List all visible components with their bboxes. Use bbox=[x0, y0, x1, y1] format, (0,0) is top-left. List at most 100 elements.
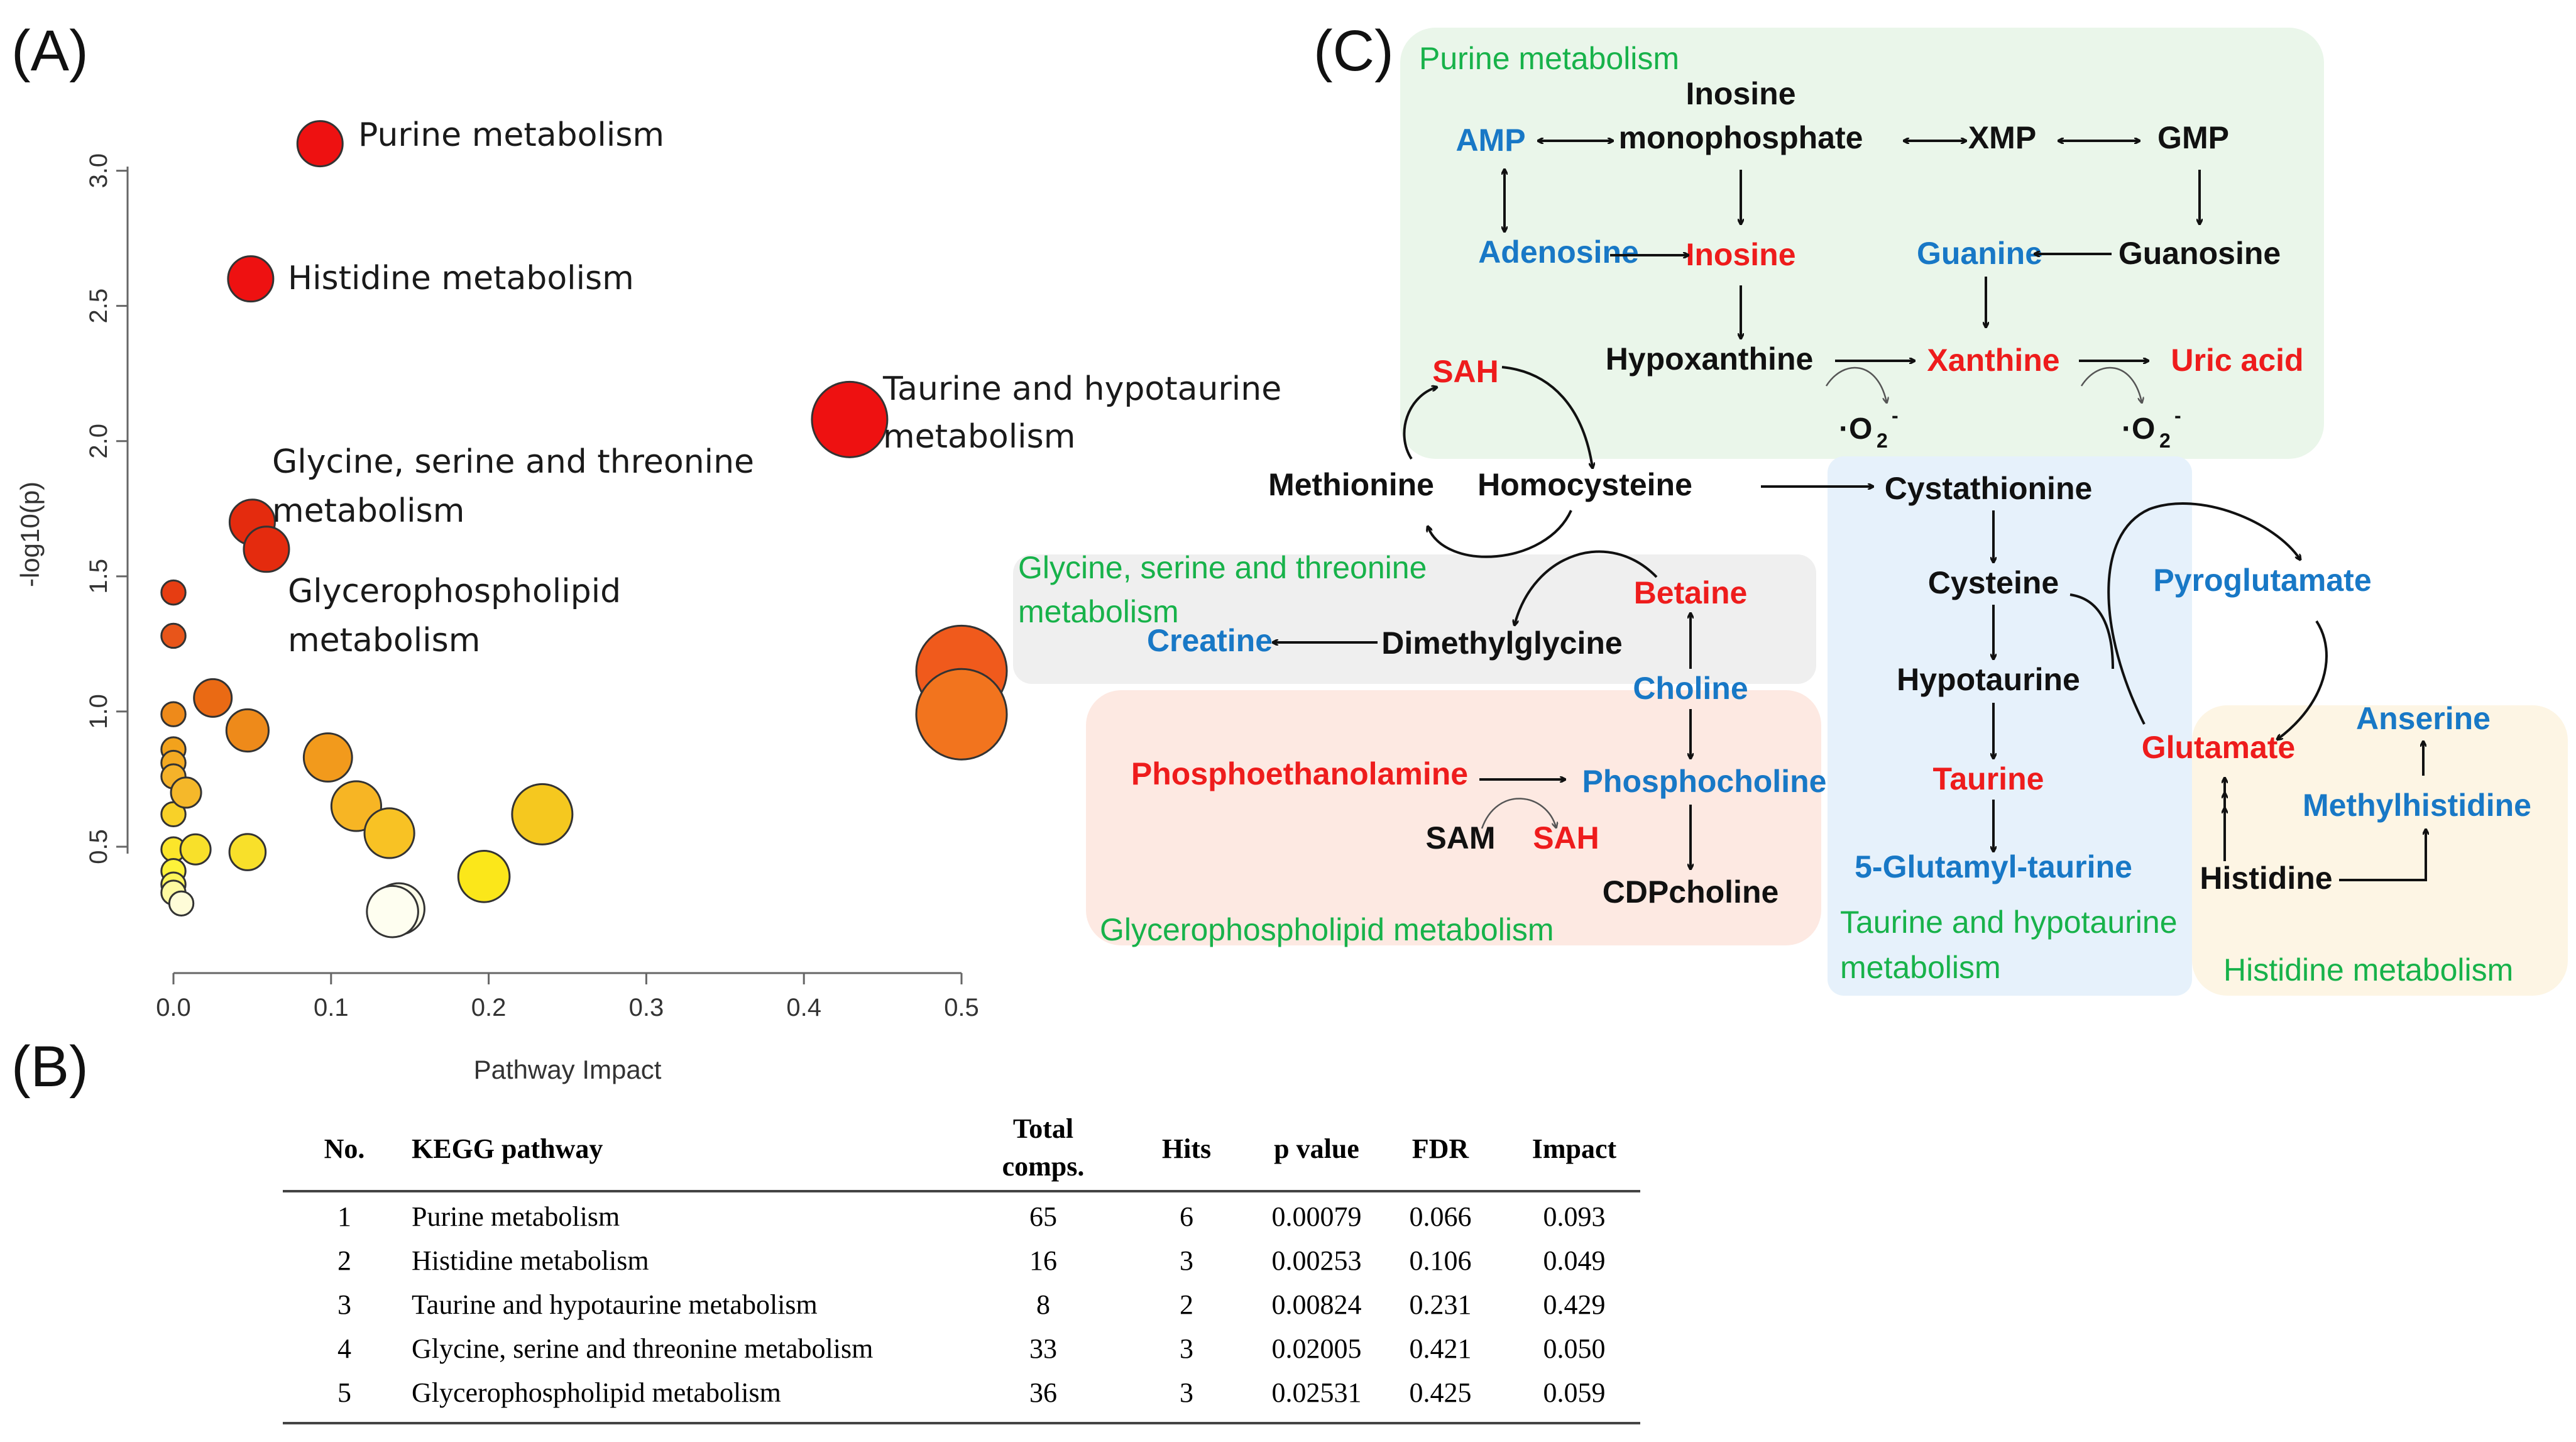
th-no: No. bbox=[324, 1133, 365, 1164]
table-cell: Glycerophospholipid metabolism bbox=[412, 1377, 781, 1408]
table-cell: 0.02531 bbox=[1272, 1377, 1362, 1408]
x-axis-title: Pathway Impact bbox=[474, 1055, 662, 1084]
node-anserine: Anserine bbox=[2356, 701, 2491, 736]
table-cell: 33 bbox=[1029, 1333, 1057, 1364]
node-phosphocholine: Phosphocholine bbox=[1582, 764, 1827, 799]
table-cell: 6 bbox=[1180, 1201, 1193, 1232]
table-cell: 3 bbox=[1180, 1245, 1193, 1276]
table-row: 5 Glycerophospholipid metabolism 36 3 0.0253… bbox=[337, 1377, 1606, 1408]
x-tick-label: 0.1 bbox=[314, 994, 349, 1021]
bubble bbox=[193, 678, 233, 718]
node-choline: Choline bbox=[1633, 671, 1748, 706]
y-tick-label: 1.5 bbox=[85, 559, 112, 594]
group-glycero: Glycerophospholipid metabolism bbox=[1100, 912, 1554, 947]
th-total-2: comps. bbox=[1002, 1151, 1085, 1182]
group-taurine-2: metabolism bbox=[1840, 950, 2001, 985]
node-xanthine: Xanthine bbox=[1927, 343, 2059, 378]
th-total-1: Total bbox=[1013, 1113, 1073, 1144]
bubble bbox=[168, 890, 195, 916]
superoxide-2-symbol: ·O bbox=[2122, 412, 2155, 446]
table-cell: 2 bbox=[1180, 1289, 1193, 1320]
table-cell: 0.059 bbox=[1543, 1377, 1606, 1408]
table-cell: 0.02005 bbox=[1272, 1333, 1362, 1364]
histidine-box bbox=[2192, 705, 2568, 996]
node-imp-line2: monophosphate bbox=[1619, 120, 1863, 155]
bubble bbox=[915, 668, 1008, 761]
table-cell: 4 bbox=[337, 1333, 351, 1364]
x-tick-label: 0.0 bbox=[156, 994, 191, 1021]
superoxide-2: ·O 2 - bbox=[2122, 404, 2181, 452]
table-cell: 2 bbox=[337, 1245, 351, 1276]
table-cell: 8 bbox=[1036, 1289, 1050, 1320]
label-histidine: Histidine metabolism bbox=[288, 260, 634, 297]
table-cell: 65 bbox=[1029, 1201, 1057, 1232]
label-glycero-1: Glycerophospholipid bbox=[288, 573, 621, 610]
y-tick-label: 0.5 bbox=[85, 829, 112, 864]
table-cell: 0.00253 bbox=[1272, 1245, 1362, 1276]
group-taurine-1: Taurine and hypotaurine bbox=[1840, 905, 2178, 940]
table-cell: 0.425 bbox=[1410, 1377, 1472, 1408]
table-cell: 0.066 bbox=[1410, 1201, 1472, 1232]
table-cell: Taurine and hypotaurine metabolism bbox=[412, 1289, 818, 1320]
th-fdr: FDR bbox=[1412, 1133, 1470, 1164]
label-glycine-1: Glycine, serine and threonine bbox=[272, 443, 754, 481]
node-adenosine: Adenosine bbox=[1478, 234, 1639, 270]
node-pyroglutamate: Pyroglutamate bbox=[2153, 563, 2371, 598]
node-methionine: Methionine bbox=[1268, 467, 1434, 502]
bubble-glycerophospholipid-metabolism bbox=[243, 526, 290, 573]
superoxide-1-sup: - bbox=[1892, 404, 1899, 427]
table-cell: 0.049 bbox=[1543, 1245, 1606, 1276]
bubbles bbox=[160, 120, 1008, 938]
node-histidine: Histidine bbox=[2200, 861, 2332, 896]
taurine-box bbox=[1828, 456, 2192, 996]
table-cell: 0.106 bbox=[1410, 1245, 1472, 1276]
node-sah-low: SAH bbox=[1533, 820, 1599, 856]
y-tick-label: 2.0 bbox=[85, 424, 112, 459]
purine-box bbox=[1400, 28, 2324, 459]
node-guanosine: Guanosine bbox=[2118, 236, 2281, 271]
table-cell: 36 bbox=[1029, 1377, 1057, 1408]
node-glutamate: Glutamate bbox=[2142, 730, 2296, 765]
x-tick-label: 0.2 bbox=[471, 994, 507, 1021]
bubble bbox=[366, 884, 419, 938]
node-glutamyl-taurine: 5-Glutamyl-taurine bbox=[1855, 849, 2132, 884]
node-hypoxanthine: Hypoxanthine bbox=[1606, 341, 1814, 377]
x-tick-label: 0.5 bbox=[944, 994, 979, 1021]
glycero-box bbox=[1086, 690, 1821, 945]
node-sah-top: SAH bbox=[1432, 354, 1499, 389]
node-dimethylglycine: Dimethylglycine bbox=[1381, 625, 1622, 661]
label-purine: Purine metabolism bbox=[358, 116, 664, 154]
node-homocysteine: Homocysteine bbox=[1477, 467, 1692, 502]
superoxide-2-sup: - bbox=[2174, 404, 2181, 427]
th-pathway: KEGG pathway bbox=[412, 1133, 603, 1164]
node-guanine: Guanine bbox=[1917, 236, 2042, 271]
table-cell: 0.093 bbox=[1543, 1201, 1606, 1232]
bubble-taurine-and-hypotaurine-metabolism bbox=[811, 380, 889, 458]
th-p: p value bbox=[1274, 1133, 1359, 1164]
bubble-purine-metabolism bbox=[296, 120, 344, 168]
pathway-impact-scatter: 0.0 0.1 0.2 0.3 0.4 0.5 0.5 1.0 1.5 2.0 2.5 3.0 Pa… bbox=[15, 120, 1008, 1084]
label-glycero-2: metabolism bbox=[288, 622, 480, 659]
label-taurine-2: metabolism bbox=[883, 418, 1075, 456]
th-hits: Hits bbox=[1162, 1133, 1211, 1164]
table-cell: Purine metabolism bbox=[412, 1201, 620, 1232]
node-amp: AMP bbox=[1455, 123, 1525, 158]
bubble bbox=[363, 807, 415, 859]
node-gmp: GMP bbox=[2157, 120, 2229, 155]
superoxide-1-sub: 2 bbox=[1877, 429, 1888, 452]
panel-c-label: (C) bbox=[1313, 19, 1394, 83]
table-cell: 3 bbox=[337, 1289, 351, 1320]
table-cell: 3 bbox=[1180, 1333, 1193, 1364]
x-tick-label: 0.4 bbox=[786, 994, 821, 1021]
node-cysteine: Cysteine bbox=[1928, 565, 2059, 600]
node-creatine: Creatine bbox=[1147, 623, 1273, 658]
bubble bbox=[170, 776, 202, 809]
pathway-diagram: Purine metabolism Glycine, serine and th… bbox=[1013, 28, 2568, 996]
y-ticks: 0.5 1.0 1.5 2.0 2.5 3.0 bbox=[85, 153, 128, 864]
panel-b-label: (B) bbox=[11, 1035, 89, 1099]
bubble bbox=[160, 622, 187, 649]
node-sam: SAM bbox=[1425, 820, 1495, 856]
node-taurine: Taurine bbox=[1933, 761, 2044, 796]
node-xmp: XMP bbox=[1968, 120, 2036, 155]
